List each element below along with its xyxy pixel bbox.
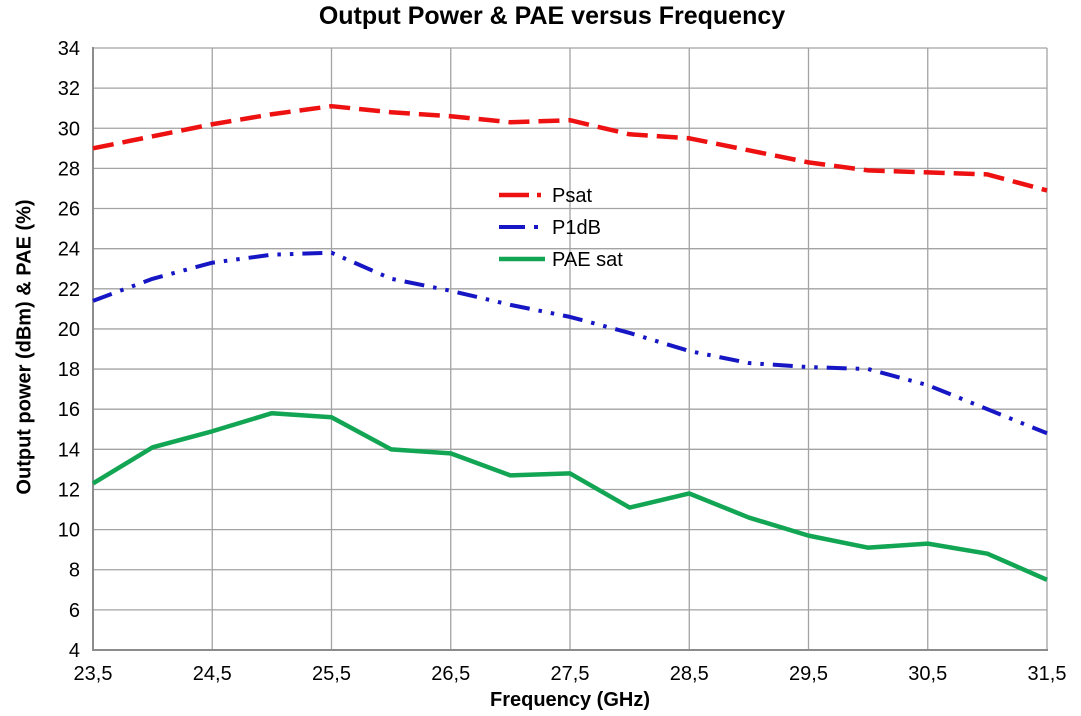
legend-label-pae-sat: PAE sat (552, 249, 623, 271)
y-tick-label: 18 (58, 359, 80, 381)
y-tick-label: 10 (58, 520, 80, 542)
x-axis-title: Frequency (GHz) (489, 689, 651, 711)
y-tick-label: 24 (58, 239, 80, 261)
y-tick-label: 34 (58, 38, 80, 60)
x-tick-label: 25,5 (312, 663, 351, 685)
x-tick-label: 24,5 (193, 663, 232, 685)
y-tick-label: 6 (69, 600, 80, 622)
y-tick-label: 12 (58, 479, 80, 501)
y-tick-label: 30 (58, 118, 80, 140)
y-tick-label: 14 (58, 439, 80, 461)
x-tick-labels: 23,5 24,5 25,5 26,5 27,5 28,5 29,5 30,5 31,5 (74, 663, 1067, 685)
y-tick-label: 28 (58, 158, 80, 180)
y-tick-label: 16 (58, 399, 80, 421)
series-line-psat (92, 103, 1048, 193)
series-line-p1db (92, 250, 1048, 436)
legend-label-psat: Psat (552, 185, 592, 207)
y-tick-label: 20 (58, 319, 80, 341)
x-tick-label: 31,5 (1028, 663, 1067, 685)
x-tick-label: 27,5 (551, 663, 590, 685)
x-tick-label: 26,5 (431, 663, 470, 685)
series-line-pae-sat (91, 410, 1048, 582)
x-tick-label: 23,5 (74, 663, 113, 685)
y-tick-label: 8 (69, 560, 80, 582)
y-tick-labels: 4 6 8 10 12 14 16 18 20 22 24 26 28 30 32 34 (58, 38, 80, 662)
y-tick-label: 22 (58, 279, 80, 301)
y-tick-label: 32 (58, 78, 80, 100)
x-tick-label: 30,5 (908, 663, 947, 685)
legend-label-p1db: P1dB (552, 217, 601, 239)
legend: Psat P1dB PAE sat (499, 185, 623, 271)
gridlines (92, 47, 1048, 651)
y-tick-label: 26 (58, 199, 80, 221)
chart-title: Output Power & PAE versus Frequency (318, 2, 786, 30)
x-tick-label: 29,5 (789, 663, 828, 685)
y-tick-label: 4 (69, 640, 80, 662)
x-tick-label: 28,5 (670, 663, 709, 685)
